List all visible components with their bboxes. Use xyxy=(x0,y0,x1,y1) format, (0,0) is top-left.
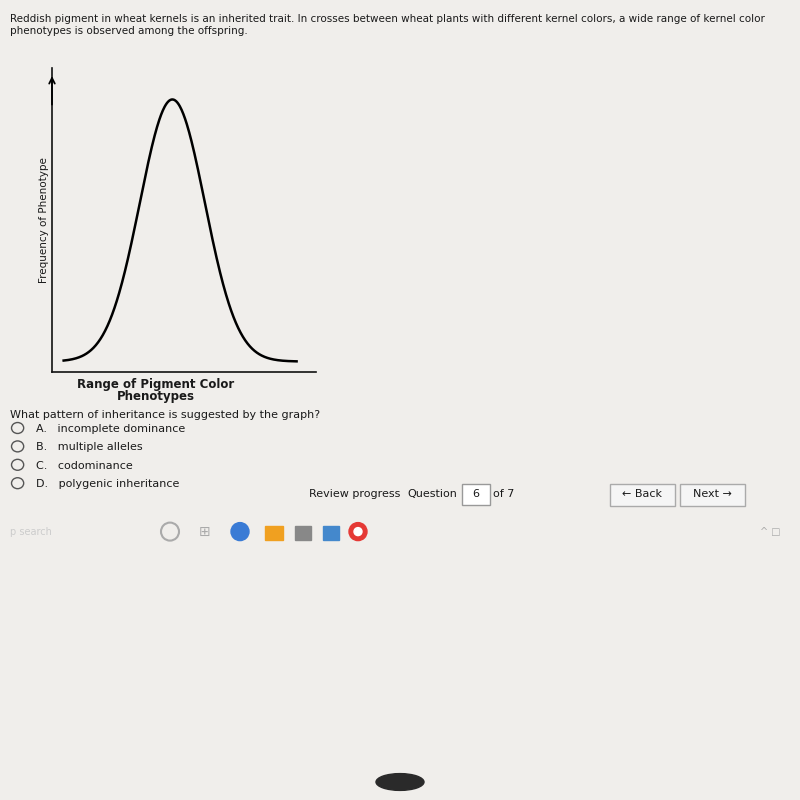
Text: ⊞: ⊞ xyxy=(199,525,211,538)
Text: Next →: Next → xyxy=(693,490,731,499)
Text: phenotypes is observed among the offspring.: phenotypes is observed among the offspri… xyxy=(10,26,247,35)
FancyBboxPatch shape xyxy=(462,484,490,505)
FancyBboxPatch shape xyxy=(610,484,675,506)
Text: p search: p search xyxy=(10,526,52,537)
Circle shape xyxy=(354,528,362,536)
Text: Range of Pigment Color: Range of Pigment Color xyxy=(78,378,234,391)
Text: C.   codominance: C. codominance xyxy=(36,461,133,470)
Text: D.   polygenic inheritance: D. polygenic inheritance xyxy=(36,479,179,489)
Text: ← Back: ← Back xyxy=(622,490,662,499)
Text: A.   incomplete dominance: A. incomplete dominance xyxy=(36,424,186,434)
Text: Question: Question xyxy=(407,490,457,499)
Circle shape xyxy=(349,522,367,541)
Text: B.   multiple alleles: B. multiple alleles xyxy=(36,442,142,452)
Text: ^ □: ^ □ xyxy=(759,526,780,537)
Text: 6: 6 xyxy=(473,490,479,499)
Bar xyxy=(265,526,283,540)
Text: Reddish pigment in wheat kernels is an inherited trait. In crosses between wheat: Reddish pigment in wheat kernels is an i… xyxy=(10,14,765,24)
FancyBboxPatch shape xyxy=(680,484,745,506)
Text: Phenotypes: Phenotypes xyxy=(117,390,195,403)
Circle shape xyxy=(376,774,424,790)
Text: Review progress: Review progress xyxy=(309,490,400,499)
Bar xyxy=(323,526,339,540)
Bar xyxy=(295,526,311,540)
Text: of 7: of 7 xyxy=(493,490,514,499)
Text: What pattern of inheritance is suggested by the graph?: What pattern of inheritance is suggested… xyxy=(10,410,320,421)
Circle shape xyxy=(231,522,249,541)
Y-axis label: Frequency of Phenotype: Frequency of Phenotype xyxy=(39,157,50,283)
